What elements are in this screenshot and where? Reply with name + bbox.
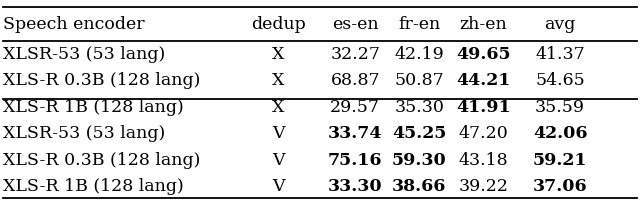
Text: 29.57: 29.57	[330, 99, 380, 116]
Text: 38.66: 38.66	[392, 178, 446, 195]
Text: 35.30: 35.30	[394, 99, 444, 116]
Text: X: X	[272, 46, 285, 63]
Text: 45.25: 45.25	[392, 125, 446, 142]
Text: XLS-R 1B (128 lang): XLS-R 1B (128 lang)	[3, 178, 184, 195]
Text: avg: avg	[544, 16, 576, 32]
Text: zh-en: zh-en	[460, 16, 507, 32]
Text: dedup: dedup	[251, 16, 306, 32]
Text: 50.87: 50.87	[394, 72, 444, 89]
Text: 44.21: 44.21	[456, 72, 510, 89]
Text: XLSR-53 (53 lang): XLSR-53 (53 lang)	[3, 125, 166, 142]
Text: XLS-R 1B (128 lang): XLS-R 1B (128 lang)	[3, 99, 184, 116]
Text: Speech encoder: Speech encoder	[3, 16, 145, 32]
Text: 35.59: 35.59	[535, 99, 585, 116]
Text: XLS-R 0.3B (128 lang): XLS-R 0.3B (128 lang)	[3, 151, 200, 168]
Text: es-en: es-en	[332, 16, 378, 32]
Text: 42.19: 42.19	[394, 46, 444, 63]
Text: XLS-R 0.3B (128 lang): XLS-R 0.3B (128 lang)	[3, 72, 200, 89]
Text: X: X	[272, 99, 285, 116]
Text: 68.87: 68.87	[330, 72, 380, 89]
Text: 37.06: 37.06	[532, 178, 588, 195]
Text: V: V	[272, 151, 285, 168]
Text: 75.16: 75.16	[328, 151, 383, 168]
Text: fr-en: fr-en	[398, 16, 440, 32]
Text: V: V	[272, 125, 285, 142]
Text: 59.21: 59.21	[532, 151, 588, 168]
Text: 33.30: 33.30	[328, 178, 383, 195]
Text: XLSR-53 (53 lang): XLSR-53 (53 lang)	[3, 46, 166, 63]
Text: 39.22: 39.22	[458, 178, 508, 195]
Text: 49.65: 49.65	[456, 46, 511, 63]
Text: 41.37: 41.37	[535, 46, 585, 63]
Text: 59.30: 59.30	[392, 151, 447, 168]
Text: 41.91: 41.91	[456, 99, 511, 116]
Text: 54.65: 54.65	[535, 72, 585, 89]
Text: 32.27: 32.27	[330, 46, 380, 63]
Text: 43.18: 43.18	[458, 151, 508, 168]
Text: 33.74: 33.74	[328, 125, 383, 142]
Text: 42.06: 42.06	[532, 125, 588, 142]
Text: 47.20: 47.20	[458, 125, 508, 142]
Text: X: X	[272, 72, 285, 89]
Text: V: V	[272, 178, 285, 195]
